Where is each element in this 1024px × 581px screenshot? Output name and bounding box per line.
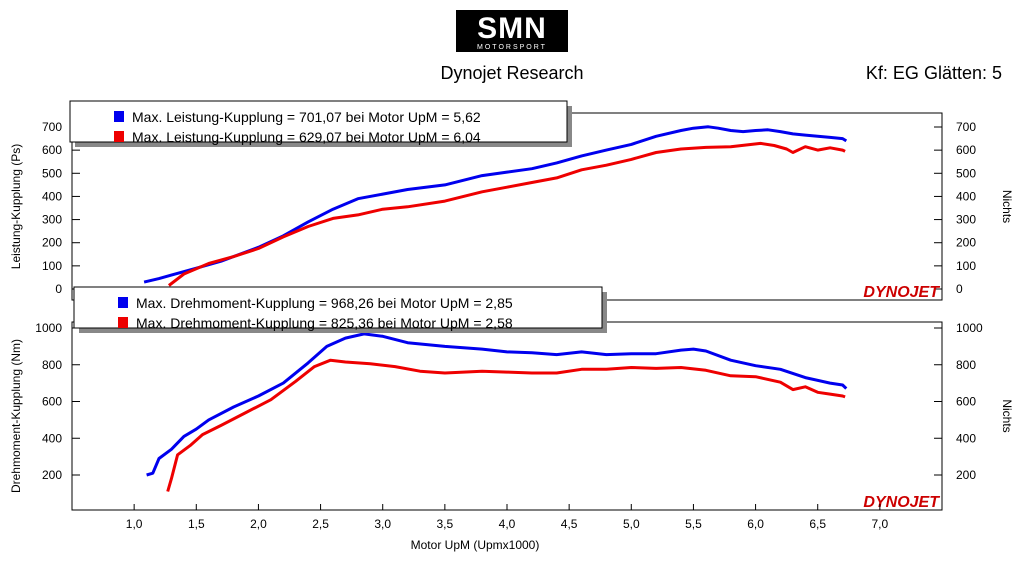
legend-swatch-red	[114, 131, 124, 142]
y-tick-label: 200	[42, 468, 62, 482]
x-tick-label: 3,5	[437, 517, 454, 531]
y2-tick-label: 500	[956, 166, 976, 180]
y-tick-label: 600	[42, 143, 62, 157]
legend-box	[73, 286, 603, 329]
chart-header-title: Dynojet Research	[440, 63, 583, 83]
y-axis-title: Drehmoment-Kupplung (Nm)	[9, 339, 23, 493]
y2-axis-title: Nichts	[1000, 399, 1014, 432]
logo: SMN MOTORSPORT	[456, 10, 568, 52]
y-tick-label: 1000	[35, 321, 62, 335]
y2-tick-label: 400	[956, 189, 976, 203]
legend-swatch-blue	[118, 297, 128, 308]
legend-swatch-red	[118, 317, 128, 328]
y-tick-label: 300	[42, 213, 62, 227]
y2-tick-label: 700	[956, 120, 976, 134]
y2-axis-title: Nichts	[1000, 190, 1014, 223]
smoothing-label: Kf: EG Glätten: 5	[866, 63, 1002, 83]
y-tick-label: 100	[42, 259, 62, 273]
y-axis-title: Leistung-Kupplung (Ps)	[9, 144, 23, 269]
chart-panel-2: 200 400 600 800 1000 200 400 600 800 1000 Drehmome…	[9, 286, 1014, 552]
logo-text: SMN	[477, 12, 547, 45]
y2-tick-label: 300	[956, 213, 976, 227]
series-line-red	[167, 141, 846, 287]
chart-panels: 0 100 200 300 400 500 600 700 0 100 200 300 400 500 60…	[9, 100, 1014, 552]
x-tick-label: 1,0	[126, 517, 143, 531]
x-tick-label: 4,0	[499, 517, 516, 531]
y-tick-label: 400	[42, 189, 62, 203]
series-line-blue	[146, 332, 848, 477]
legend-entry: Max. Drehmoment-Kupplung = 968,26 bei Mo…	[136, 295, 513, 311]
x-tick-label: 5,5	[685, 517, 702, 531]
x-tick-label: 6,0	[747, 517, 764, 531]
y-tick-label: 0	[55, 282, 62, 296]
legend-swatch-blue	[114, 111, 124, 122]
legend-entry: Max. Leistung-Kupplung = 629,07 bei Moto…	[132, 129, 481, 145]
series-line-red	[166, 358, 846, 492]
x-tick-label: 2,5	[312, 517, 329, 531]
y2-tick-label: 600	[956, 143, 976, 157]
logo-subtext: MOTORSPORT	[477, 44, 547, 51]
x-tick-label: 4,5	[561, 517, 578, 531]
legend-entry: Max. Leistung-Kupplung = 701,07 bei Moto…	[132, 109, 481, 125]
y-tick-label: 200	[42, 236, 62, 250]
y2-tick-label: 1000	[956, 321, 983, 335]
y2-tick-label: 200	[956, 468, 976, 482]
dynojet-watermark: DYNOJET	[863, 284, 940, 301]
x-tick-label: 3,0	[374, 517, 391, 531]
dynojet-watermark: DYNOJET	[863, 494, 940, 511]
x-axis-title: Motor UpM (Upmx1000)	[411, 538, 540, 552]
y2-tick-label: 200	[956, 236, 976, 250]
x-tick-label: 1,5	[188, 517, 205, 531]
x-tick-label: 5,0	[623, 517, 640, 531]
y-tick-label: 500	[42, 166, 62, 180]
x-tick-label: 6,5	[809, 517, 826, 531]
y2-tick-label: 100	[956, 259, 976, 273]
y2-tick-label: 400	[956, 431, 976, 445]
y-tick-label: 800	[42, 358, 62, 372]
y2-tick-label: 0	[956, 282, 963, 296]
x-tick-label: 7,0	[872, 517, 889, 531]
y2-tick-label: 800	[956, 358, 976, 372]
x-tick-label: 2,0	[250, 517, 267, 531]
y-tick-label: 400	[42, 431, 62, 445]
y-tick-label: 700	[42, 120, 62, 134]
y-tick-label: 600	[42, 395, 62, 409]
legend-entry: Max. Drehmoment-Kupplung = 825,36 bei Mo…	[136, 315, 513, 331]
chart-panel-1: 0 100 200 300 400 500 600 700 0 100 200 300 400 500 60…	[9, 100, 1014, 301]
plot-area-2	[71, 321, 943, 511]
legend-box	[69, 100, 568, 143]
logo-background	[456, 10, 568, 52]
y2-tick-label: 600	[956, 395, 976, 409]
